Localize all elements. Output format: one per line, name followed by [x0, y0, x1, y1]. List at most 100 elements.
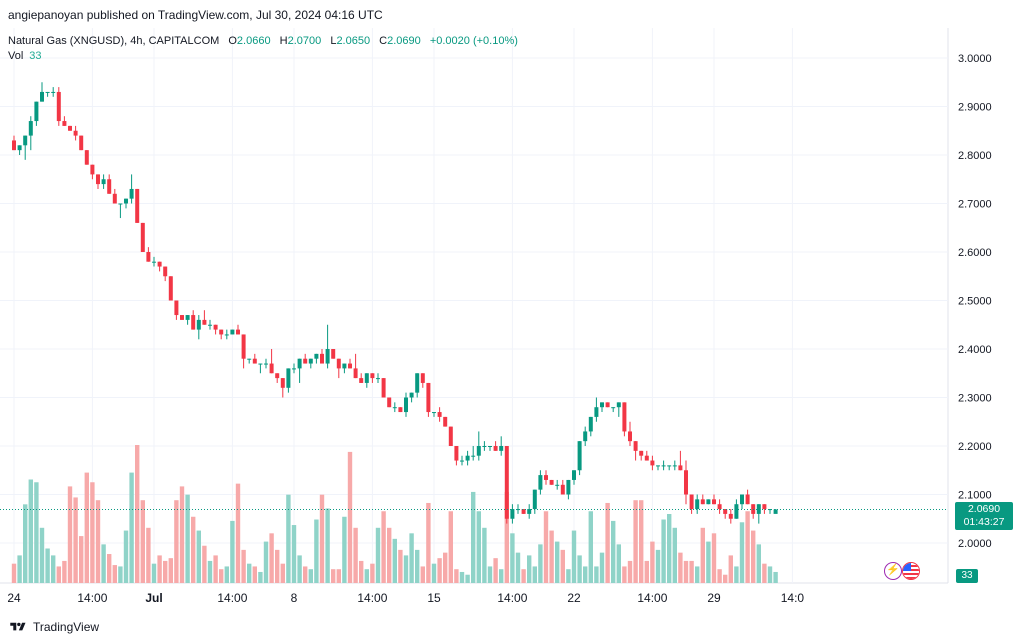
volume-bar [247, 563, 252, 583]
high-value: 2.0700 [287, 35, 322, 47]
candle-body [140, 222, 145, 252]
candle-body [695, 499, 700, 510]
y-tick-label: 2.4000 [958, 344, 992, 356]
candle-body [432, 412, 436, 414]
volume-bar [689, 560, 694, 583]
candle-body [34, 101, 39, 122]
candle-body [650, 460, 655, 466]
candle-body [45, 91, 50, 93]
volume-bar [409, 533, 414, 583]
volume-bar [286, 494, 291, 583]
last-price-value: 2.0690 [967, 503, 1001, 515]
candle-body [689, 494, 694, 510]
volume-bar [762, 563, 767, 583]
volume-bar [252, 566, 257, 583]
candle-body [84, 150, 89, 165]
volume-bar [650, 541, 655, 583]
open-value: 2.0660 [236, 35, 271, 47]
candle-body [51, 91, 56, 93]
volume-bar [191, 516, 196, 583]
volume-bar [174, 500, 179, 583]
candle-body [308, 358, 313, 364]
volume-bar [207, 560, 213, 583]
close-value: 2.0690 [387, 35, 421, 47]
candle-body [404, 397, 408, 413]
candle-body [460, 460, 464, 462]
candle-body [712, 499, 716, 505]
volume-bar [543, 511, 549, 583]
candle-body [594, 407, 599, 417]
volume-bar [431, 563, 437, 583]
flash-icon[interactable]: ⚡ [884, 562, 902, 580]
symbol-legend: Natural Gas (XNGUSD), 4h, CAPITALCOM O2.… [8, 34, 518, 49]
candle-body [185, 315, 190, 320]
volume-bar [728, 555, 733, 583]
volume-bar [90, 482, 95, 583]
candle-body [656, 465, 660, 467]
volume-bar [17, 555, 22, 583]
x-tick-label: 8 [291, 591, 298, 605]
candle-body [224, 334, 229, 336]
candle-body [762, 504, 767, 510]
volume-bar [73, 497, 78, 583]
candle-body [728, 513, 733, 519]
volume-bar [695, 566, 700, 583]
candle-body [79, 135, 84, 151]
candle-body [538, 475, 543, 490]
symbol-title: Natural Gas (XNGUSD), 4h, CAPITALCOM [8, 35, 220, 47]
candle-body [448, 426, 453, 446]
x-tick-label: 14:00 [497, 591, 527, 605]
volume-bar [734, 566, 739, 583]
candle-body [678, 465, 683, 471]
candle-body [320, 353, 324, 364]
volume-bar [275, 549, 280, 583]
candle-body [252, 358, 257, 364]
volume-bar [39, 527, 45, 583]
volume-bar [303, 566, 308, 583]
volume-bar [756, 544, 761, 583]
volume-bar [471, 491, 476, 583]
x-tick-label: 14:00 [217, 591, 247, 605]
volume-bar [672, 527, 677, 583]
volume-legend: Vol 33 [8, 50, 42, 62]
volume-bar [588, 511, 593, 583]
candle-body [415, 373, 420, 393]
volume-bar [527, 555, 532, 583]
volume-bar [667, 514, 672, 583]
candle-body [280, 378, 285, 388]
volume-bar [235, 483, 241, 583]
close-label: C [379, 35, 388, 47]
volume-bar [403, 555, 409, 583]
candle-body [465, 455, 470, 461]
candle-body [286, 368, 291, 388]
candle-body [381, 378, 386, 398]
volume-bar [487, 566, 493, 583]
volume-bar [459, 571, 465, 583]
volume-bar [269, 533, 274, 583]
volume-bar [331, 569, 336, 583]
candle-body [426, 382, 431, 413]
x-tick-label: 24 [7, 591, 21, 605]
volume-bar [336, 569, 341, 583]
volume-bar [700, 527, 705, 583]
us-flag-icon[interactable] [902, 562, 920, 580]
volume-bar [616, 544, 621, 583]
candle-body [174, 300, 179, 316]
candle-body [667, 465, 672, 467]
candle-body [504, 446, 509, 519]
volume-bar [437, 558, 442, 583]
volume-bar [107, 554, 112, 583]
volume-bar [196, 530, 201, 583]
candle-body [644, 455, 649, 461]
candle-body [443, 416, 448, 427]
candle-body [566, 479, 571, 495]
volume-bar [123, 530, 129, 583]
volume-bar [538, 544, 543, 583]
candle-body [499, 446, 504, 451]
volume-bar [482, 527, 487, 583]
candle-body [672, 465, 677, 467]
volume-bar [28, 479, 33, 583]
candle-body [297, 358, 302, 369]
volume-bar [398, 549, 403, 583]
